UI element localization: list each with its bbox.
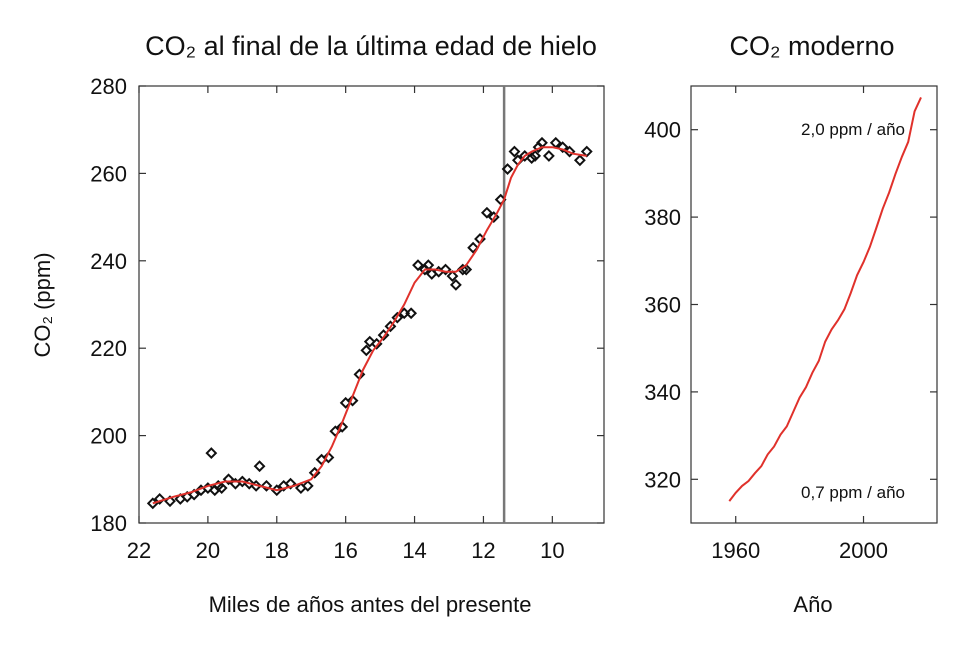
left-x-tick-label: 12 [471, 538, 495, 563]
data-point [542, 150, 555, 162]
data-point [260, 479, 273, 492]
left-chart-title: CO₂ al final de la última edad de hielo [145, 31, 597, 61]
left-x-tick-label: 16 [333, 538, 357, 563]
right-y-tick-label: 320 [644, 467, 681, 492]
data-point [405, 307, 418, 320]
left-x-tick-label: 22 [127, 538, 151, 563]
left-plot-frame [138, 85, 605, 524]
left-y-tick-label: 200 [90, 424, 127, 449]
data-point [360, 344, 373, 357]
data-point [284, 477, 297, 490]
left-y-tick-label: 180 [90, 511, 127, 536]
right-x-tick-label: 2000 [839, 538, 888, 563]
data-point [153, 493, 166, 505]
right-x-tick-labels: 1960 2000 [711, 538, 888, 563]
left-x-tick-labels: 22 20 18 16 14 12 10 [127, 538, 565, 563]
data-point [480, 206, 493, 219]
data-point [236, 475, 249, 488]
data-point [346, 394, 359, 407]
annotation-rate-recent: 2,0 ppm / año [801, 120, 905, 139]
data-point [446, 270, 459, 283]
right-y-tick-label: 340 [644, 380, 681, 405]
data-point [525, 152, 538, 165]
left-chart: CO₂ al final de la última edad de hielo … [30, 31, 605, 617]
data-point [573, 154, 586, 167]
modern-co2-line [728, 96, 922, 502]
data-point [215, 482, 228, 494]
data-point [529, 150, 542, 162]
data-point [449, 278, 462, 291]
data-point [363, 335, 376, 348]
data-point [253, 460, 266, 473]
data-point [439, 263, 452, 276]
left-tick-marks [138, 85, 604, 524]
data-point [456, 263, 469, 276]
left-y-tick-labels: 180 200 220 240 260 280 [90, 74, 127, 536]
annotation-rate-early: 0,7 ppm / año [801, 483, 905, 502]
left-x-axis-label: Miles de años antes del presente [209, 592, 532, 617]
left-x-tick-label: 20 [196, 538, 220, 563]
data-point [508, 145, 521, 158]
right-y-tick-label: 360 [644, 293, 681, 318]
data-point [487, 211, 500, 224]
data-point [322, 451, 335, 464]
data-point [391, 311, 404, 324]
data-point [222, 473, 235, 486]
data-point [301, 479, 314, 492]
data-point [412, 259, 424, 272]
right-x-tick-label: 1960 [711, 538, 760, 563]
left-y-tick-label: 280 [90, 74, 127, 99]
right-y-tick-label: 400 [644, 118, 681, 143]
data-point [467, 241, 480, 254]
left-fit-line [152, 146, 587, 505]
left-x-tick-label: 10 [540, 538, 564, 563]
left-x-tick-label: 18 [265, 538, 289, 563]
right-chart-title: CO₂ moderno [729, 31, 894, 61]
data-point [501, 163, 514, 175]
right-chart: CO₂ moderno 1960 2000 320 340 360 380 400 2,0… [644, 31, 938, 617]
right-x-axis-label: Año [793, 592, 832, 617]
data-point [556, 141, 569, 154]
data-point [384, 320, 397, 333]
data-point [536, 136, 548, 149]
data-point [580, 145, 593, 158]
left-y-tick-label: 260 [90, 161, 127, 186]
left-y-axis-label: CO₂ (ppm) [30, 252, 55, 357]
left-y-tick-label: 220 [90, 336, 127, 361]
left-x-tick-label: 14 [402, 538, 426, 563]
right-y-tick-label: 380 [644, 205, 681, 230]
right-tick-marks [691, 86, 937, 523]
data-point [336, 420, 349, 433]
left-y-tick-label: 240 [90, 249, 127, 274]
left-data-points [146, 136, 593, 510]
right-y-tick-labels: 320 340 360 380 400 [644, 118, 681, 493]
data-point [205, 447, 218, 459]
right-plot-frame [690, 85, 938, 524]
